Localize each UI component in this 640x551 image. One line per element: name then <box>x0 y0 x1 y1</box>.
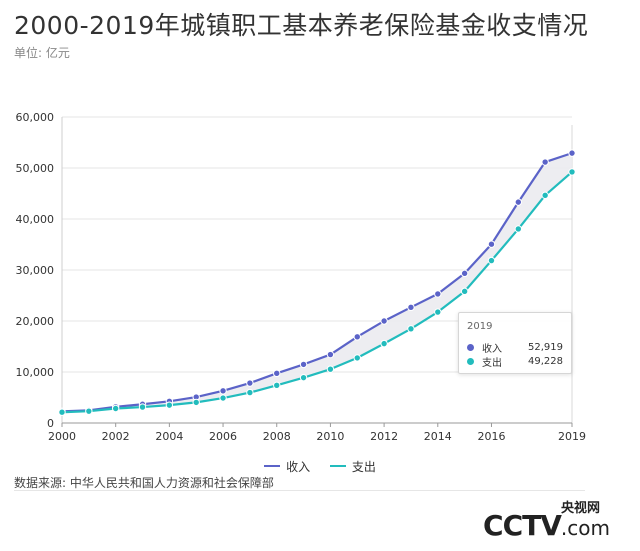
data-tooltip: 2019 收入 52,919 支出 49,228 <box>458 312 572 374</box>
line-chart: 0 10,000 20,000 30,000 40,000 50,000 60,000 200… <box>16 111 587 443</box>
expense-series-point <box>273 381 281 390</box>
income-series-point <box>568 149 576 157</box>
expense-series-point <box>434 308 442 316</box>
x-tick-label: 2008 <box>263 430 291 443</box>
income-series-point <box>407 303 415 312</box>
y-tick-label: 40,000 <box>16 213 55 226</box>
tooltip-year: 2019 <box>467 321 493 332</box>
income-series-point <box>487 240 496 248</box>
expense-series-point <box>326 365 335 373</box>
income-series-point <box>299 360 308 369</box>
data-source: 数据来源: 中华人民共和国人力资源和社会保障部 <box>14 476 274 490</box>
income-series-point <box>326 350 335 359</box>
chart-title: 2000-2019年城镇职工基本养老保险基金收支情况 <box>14 11 589 40</box>
expense-line-icon <box>329 465 346 467</box>
expense-series-point <box>487 256 496 265</box>
expense-series-point <box>111 404 120 413</box>
y-tick-label: 20,000 <box>16 315 55 328</box>
y-tick-label: 60,000 <box>16 111 55 124</box>
x-tick-label: 2006 <box>209 430 237 443</box>
income-line-icon <box>264 465 281 467</box>
expense-series-point <box>165 401 174 409</box>
income-series-point <box>380 317 388 325</box>
logo-cctv: CCTV <box>483 509 562 542</box>
expense-series-point <box>407 325 415 333</box>
grid-layer <box>62 116 573 423</box>
income-dot-icon <box>467 343 474 351</box>
x-tick-label: 2000 <box>48 430 76 443</box>
logo-main-text: CCTV.com <box>483 509 610 542</box>
expense-series-point <box>460 287 469 296</box>
income-series-point <box>273 369 281 378</box>
x-tick-label: 2019 <box>558 430 586 443</box>
unit-label: 单位: 亿元 <box>14 46 70 60</box>
chart-legend: 收入 支出 <box>0 456 640 475</box>
x-tick-label: 2016 <box>477 430 505 443</box>
x-tick-label: 2004 <box>155 430 183 443</box>
expense-series-point <box>192 398 200 407</box>
income-series-point <box>246 379 254 387</box>
income-series-point <box>219 387 227 395</box>
expense-series-point <box>568 168 576 176</box>
y-tick-label: 30,000 <box>16 264 55 277</box>
income-series-point <box>541 158 549 166</box>
expense-series-point <box>246 388 254 397</box>
income-series-point <box>434 290 442 298</box>
legend-item-income[interactable]: 收入 <box>264 458 310 475</box>
expense-series-point <box>85 407 93 415</box>
income-series-point <box>460 269 469 278</box>
y-tick-label: 0 <box>47 417 54 430</box>
expense-series-point <box>514 225 523 233</box>
legend-label-expense: 支出 <box>351 459 376 474</box>
expense-dot-icon <box>467 357 474 365</box>
tooltip-income-label: 收入 <box>482 343 502 355</box>
y-tick-label: 10,000 <box>16 366 55 379</box>
expense-series-point <box>219 394 227 402</box>
expense-series-point <box>299 373 308 382</box>
axis-layer: 0 10,000 20,000 30,000 40,000 50,000 60,000 200… <box>16 111 587 443</box>
legend-item-expense[interactable]: 支出 <box>329 458 376 475</box>
tooltip-expense-row: 支出 49,228 <box>467 354 563 369</box>
tooltip-expense-value: 49,228 <box>528 355 563 367</box>
logo-top-text: 央视网 <box>560 501 600 516</box>
expense-series-point <box>380 339 388 348</box>
y-tick-label: 50,000 <box>16 162 55 175</box>
cctv-logo: 央视网 CCTV.com <box>460 497 610 542</box>
expense-series-point <box>58 408 66 416</box>
x-tick-label: 2014 <box>424 430 452 443</box>
x-tick-label: 2002 <box>102 430 130 443</box>
legend-label-income: 收入 <box>286 459 311 474</box>
tooltip-expense-label: 支出 <box>482 357 502 369</box>
income-series-point <box>514 198 523 206</box>
logo-com: .com <box>560 516 610 540</box>
x-tick-label: 2012 <box>370 430 398 443</box>
expense-series-point <box>353 354 361 362</box>
tooltip-income-value: 52,919 <box>528 341 563 353</box>
expense-series-point <box>138 403 147 411</box>
series-layer <box>58 149 576 416</box>
x-tick-label: 2010 <box>316 430 344 443</box>
tooltip-income-row: 收入 52,919 <box>467 340 563 355</box>
expense-series-line <box>61 171 573 414</box>
expense-series-point <box>541 191 549 200</box>
income-series-point <box>353 333 361 341</box>
income-series-line <box>61 152 573 413</box>
divider <box>14 490 585 491</box>
